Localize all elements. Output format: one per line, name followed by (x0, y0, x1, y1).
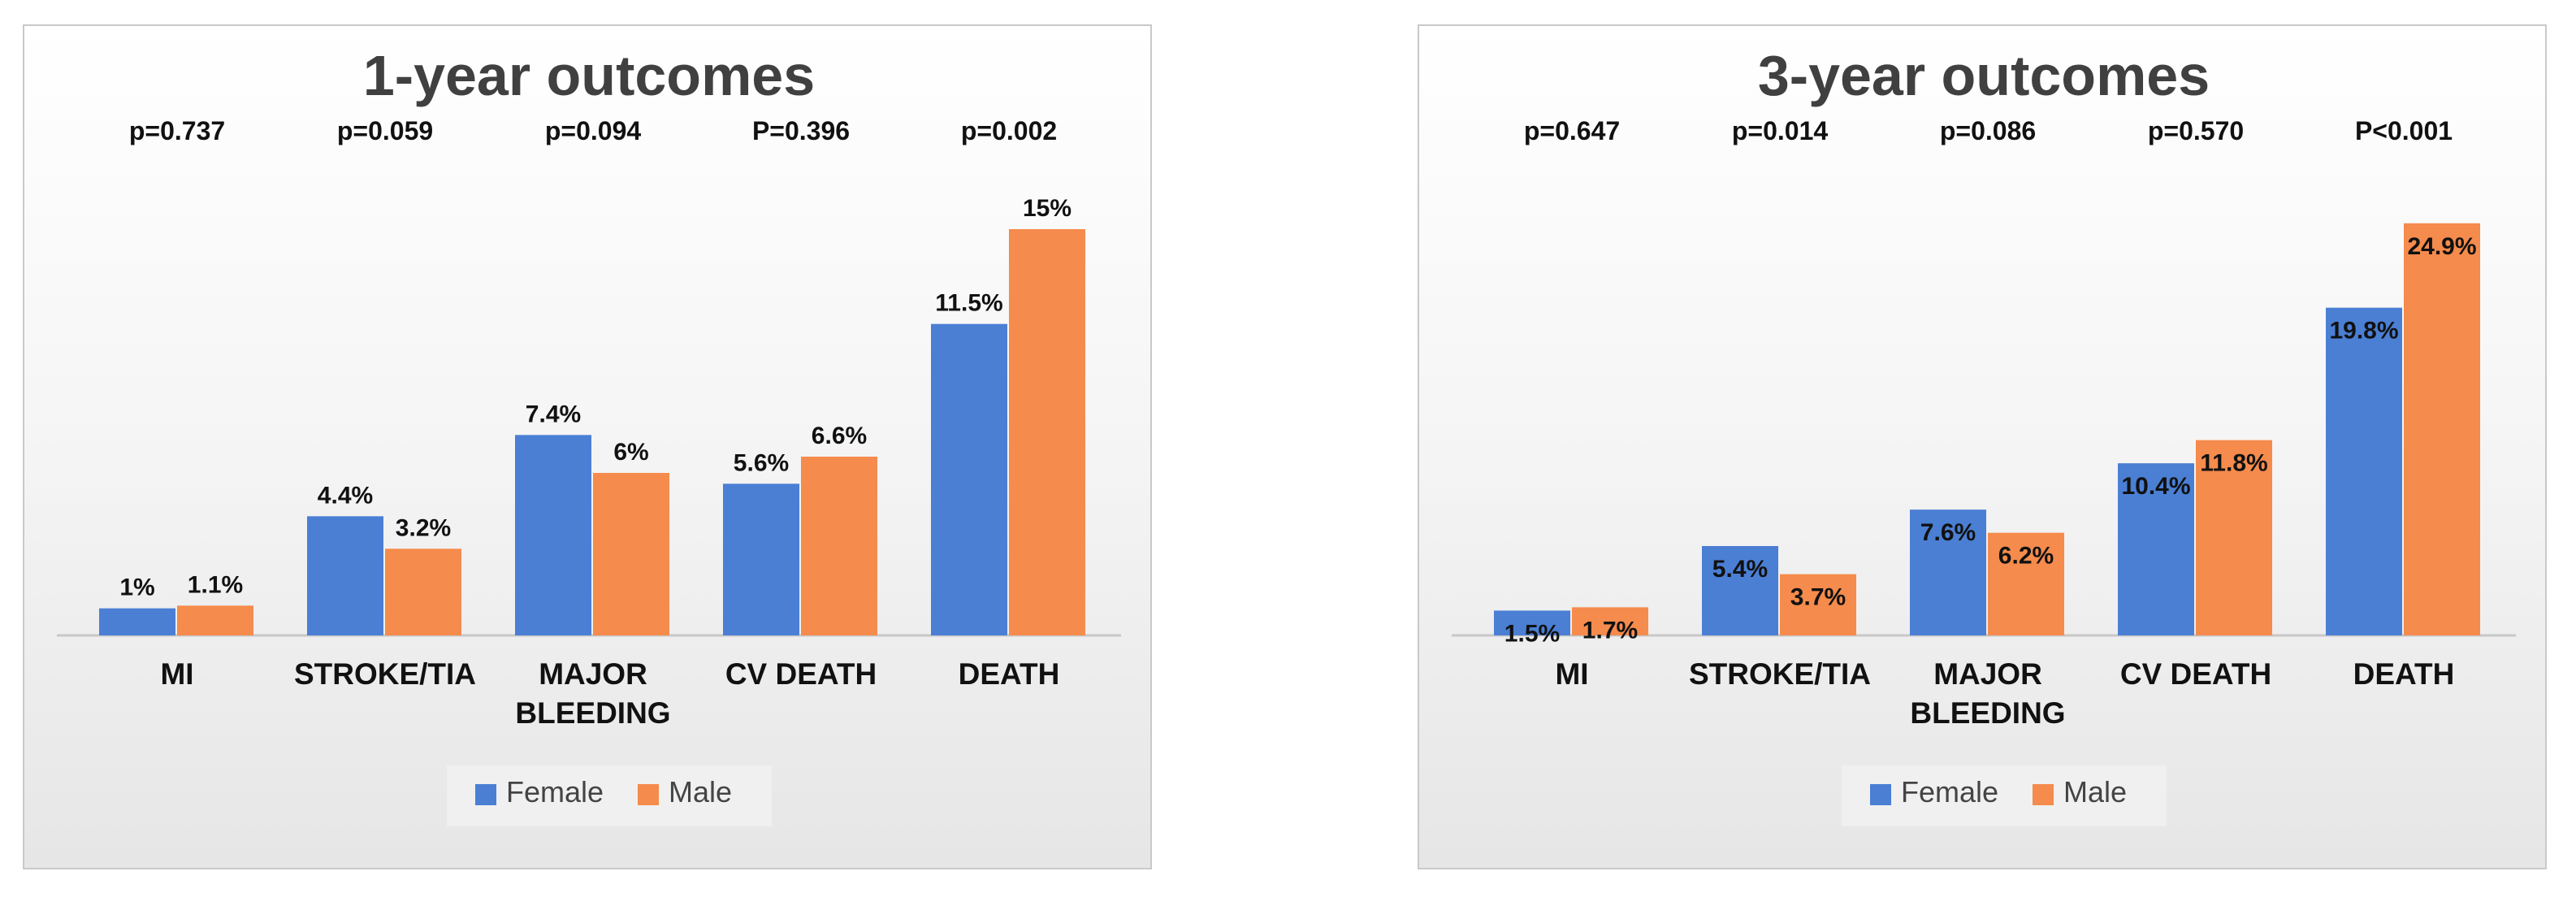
legend-swatch-male (2033, 784, 2054, 805)
p-value-label: p=0.059 (337, 116, 433, 145)
data-label: 1.1% (188, 571, 243, 598)
chart-panel-1-year: 1-year outcomes p=0.737 MI 1% 1.1% p=0.059 STR… (23, 24, 1152, 869)
category-label: DEATH (2353, 657, 2455, 691)
legend-box (447, 765, 772, 826)
category-label-line: MAJOR (539, 657, 647, 691)
p-value-label: p=0.002 (961, 116, 1057, 145)
data-label: 1% (119, 574, 154, 601)
bar-male (1009, 229, 1085, 635)
bar-male (593, 473, 669, 635)
bar-male (1780, 574, 1856, 635)
category-label-line: BLEEDING (1910, 696, 2065, 730)
p-value-label: p=0.014 (1732, 116, 1829, 145)
data-label: 1.5% (1504, 620, 1560, 647)
data-label: 7.6% (1920, 519, 1976, 546)
p-value-label: p=0.647 (1524, 116, 1620, 145)
bar-female (99, 608, 175, 635)
bar-female (1702, 546, 1778, 635)
chart-title: 3-year outcomes (1758, 44, 2210, 107)
category-label-line: BLEEDING (515, 696, 670, 730)
category-label: CV DEATH (725, 657, 877, 691)
legend-label-male: Male (2063, 775, 2127, 808)
bar-female (1910, 509, 1986, 635)
chart-1-year-svg: 1-year outcomes p=0.737 MI 1% 1.1% p=0.059 STR… (57, 44, 1121, 826)
bar-female (515, 435, 591, 635)
data-label: 7.4% (526, 401, 581, 427)
data-label: 6% (613, 439, 648, 466)
legend-swatch-female (1870, 784, 1891, 805)
data-label: 15% (1023, 195, 1072, 222)
data-label: 19.8% (2329, 318, 2398, 345)
category-label-line: CV DEATH (2120, 657, 2271, 691)
category-label-line: STROKE/TIA (1689, 657, 1871, 691)
category-label: DEATH (959, 657, 1060, 691)
bar-male (1572, 607, 1648, 635)
bar-male (177, 605, 253, 635)
p-value-label: p=0.086 (1940, 116, 2036, 145)
category-label: STROKE/TIA (1689, 657, 1871, 691)
category-label: MAJOR BLEEDING (1910, 657, 2065, 730)
chart-panel-3-year: 3-year outcomes p=0.647 MI 1.5% 1.7% p=0.014 S… (1418, 24, 2547, 869)
category-label-line: STROKE/TIA (294, 657, 476, 691)
legend-swatch-female (475, 784, 496, 805)
category-label: MI (1555, 657, 1588, 691)
category-label-line: CV DEATH (725, 657, 877, 691)
data-label: 24.9% (2407, 233, 2476, 260)
bar-female (2326, 307, 2402, 635)
category-label-line: DEATH (2353, 657, 2455, 691)
category-label: MAJOR BLEEDING (515, 657, 670, 730)
bar-female (2118, 463, 2194, 635)
chart-3-year-svg: 3-year outcomes p=0.647 MI 1.5% 1.7% p=0.014 S… (1452, 44, 2516, 826)
bar-female (307, 516, 383, 635)
chart-title: 1-year outcomes (363, 44, 815, 107)
data-label: 5.4% (1712, 556, 1768, 583)
bar-male (2196, 440, 2272, 635)
category-label: MI (160, 657, 193, 691)
data-label: 5.6% (734, 449, 789, 476)
legend-label-female: Female (506, 775, 604, 808)
category-label: CV DEATH (2120, 657, 2271, 691)
legend-swatch-male (638, 784, 659, 805)
p-value-label: p=0.570 (2148, 116, 2244, 145)
data-label: 3.2% (396, 514, 451, 541)
p-value-label: P=0.396 (752, 116, 850, 145)
data-label: 10.4% (2121, 473, 2190, 500)
data-label: 11.8% (2200, 450, 2267, 477)
p-value-label: P<0.001 (2355, 116, 2453, 145)
legend-box (1842, 765, 2167, 826)
legend-label-female: Female (1901, 775, 1998, 808)
category-label-line: MI (160, 657, 193, 691)
category-label-line: DEATH (959, 657, 1060, 691)
category-label-line: MI (1555, 657, 1588, 691)
data-label: 6.2% (1998, 543, 2054, 570)
bar-male (2404, 223, 2480, 635)
bar-male (1988, 532, 2064, 635)
legend-label-male: Male (669, 775, 732, 808)
bar-female (1494, 610, 1570, 635)
data-label: 11.5% (935, 290, 1002, 317)
bar-female (723, 483, 799, 635)
data-label: 3.7% (1790, 584, 1846, 611)
p-value-label: p=0.094 (545, 116, 642, 145)
category-label-line: MAJOR (1933, 657, 2042, 691)
p-value-label: p=0.737 (129, 116, 225, 145)
bar-female (931, 323, 1007, 635)
category-label: STROKE/TIA (294, 657, 476, 691)
data-label: 4.4% (318, 482, 373, 509)
data-label: 1.7% (1582, 617, 1638, 644)
bar-male (385, 548, 461, 635)
data-label: 6.6% (812, 423, 867, 449)
bar-male (801, 457, 877, 635)
